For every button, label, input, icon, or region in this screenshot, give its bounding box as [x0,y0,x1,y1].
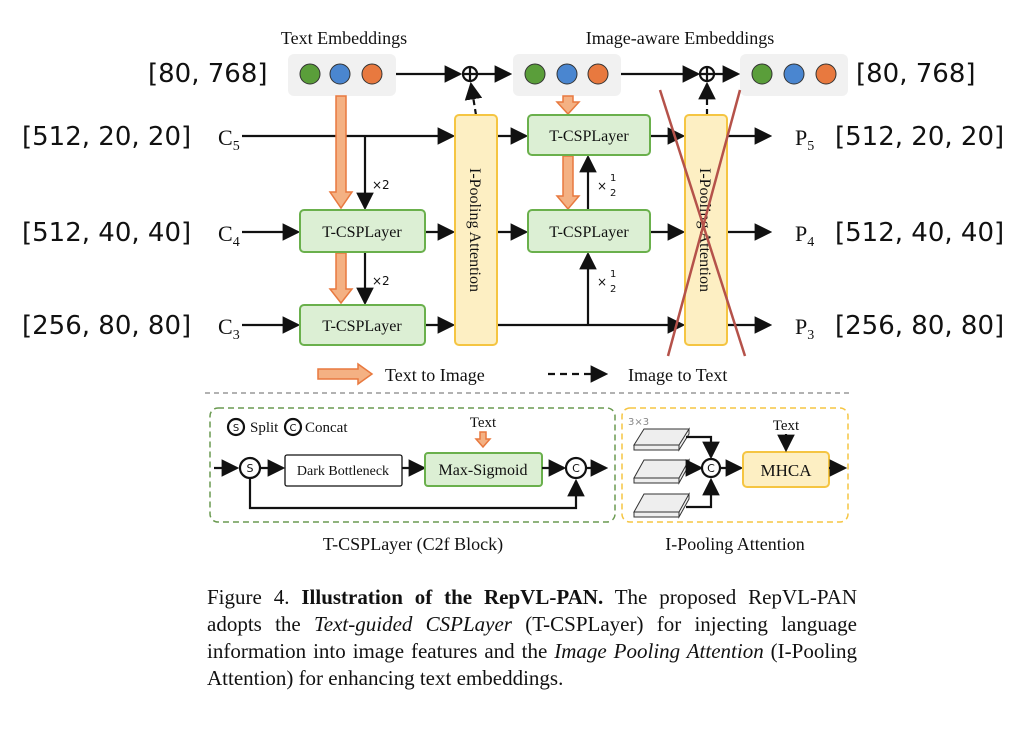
text-to-image-arrow [555,155,581,211]
split-legend: Split [250,420,279,436]
embedding-dot [815,63,837,85]
dark-bottleneck-block [284,454,403,487]
kernel-label: 3×3 [628,417,649,428]
svg-text:S: S [233,423,239,434]
embedding-dot [524,63,546,85]
text-to-image-arrow [328,95,354,210]
svg-text:2: 2 [610,188,616,199]
in-label: C4 [218,221,240,250]
svg-text:S: S [247,462,254,475]
embedding-dot [361,63,383,85]
i-pooling-detail [621,407,849,523]
embedding-dot [556,63,578,85]
svg-text:T-CSPLayer: T-CSPLayer [322,318,402,335]
text-embeddings-label: Text Embeddings [281,28,407,48]
add-icon [461,65,479,83]
out-label: P5 [795,125,814,154]
i-pooling-title: I-Pooling Attention [665,534,805,554]
svg-text:T-CSPLayer: T-CSPLayer [549,128,629,145]
embedding-dot [329,63,351,85]
repeat-half: ×1 2 [597,173,616,199]
t-csplayer-p5: T-CSPLayer [527,114,651,156]
embedding-dot [587,63,609,85]
embedding-dot [299,63,321,85]
in-shape: [512, 20, 20] [22,122,191,152]
in-label: C3 [218,314,240,343]
in-shape: [512, 40, 40] [22,218,191,248]
t-csplayer-p4: T-CSPLayer [527,209,651,253]
max-sigmoid-block [424,452,543,487]
repeat-half: ×1 2 [597,269,616,295]
svg-text:×: × [597,179,607,193]
text-input-label: Text [470,415,497,431]
svg-text:T-CSPLayer: T-CSPLayer [322,224,402,241]
t-csplayer-title: T-CSPLayer (C2f Block) [323,534,503,555]
repeat-x2: ×2 [372,274,390,288]
text-input-label: Text [773,418,800,434]
out-label: P3 [795,314,814,343]
embedding-dot [783,63,805,85]
figure-caption: Figure 4. Illustration of the RepVL-PAN.… [207,585,858,690]
t-csplayer-c3: T-CSPLayer [299,304,426,346]
svg-text:×: × [597,275,607,289]
svg-text:Max-Sigmoid: Max-Sigmoid [439,462,528,479]
embedding-dot [751,63,773,85]
svg-text:Dark Bottleneck: Dark Bottleneck [297,464,389,479]
svg-text:1: 1 [610,173,616,184]
svg-text:MHCA: MHCA [760,461,812,480]
in-shape: [256, 80, 80] [22,311,191,341]
legend-image-to-text: Image to Text [628,365,727,385]
svg-text:C: C [707,462,715,475]
out-shape: [512, 20, 20] [835,122,1004,152]
out-shape: [512, 40, 40] [835,218,1004,248]
out-label: P4 [795,221,814,250]
out-shape: [256, 80, 80] [835,311,1004,341]
svg-text:C: C [572,462,580,475]
svg-text:C: C [290,423,297,434]
repeat-x2: ×2 [372,178,390,192]
text-to-image-arrow [328,252,354,305]
shape-right: [80, 768] [856,59,976,89]
add-icon [698,65,716,83]
legend-orange-arrow [317,362,374,386]
svg-text:T-CSPLayer: T-CSPLayer [549,224,629,241]
image-aware-label: Image-aware Embeddings [586,28,774,48]
svg-text:I-Pooling Attention: I-Pooling Attention [466,168,483,292]
i-pooling-attention-1: I-Pooling Attention [454,114,498,346]
pooled-features [633,427,690,519]
concat-legend: Concat [305,420,348,436]
svg-text:1: 1 [610,269,616,280]
text-to-image-arrow [555,95,581,116]
removed-cross [658,89,747,357]
shape-left: [80, 768] [148,59,268,89]
legend-text-to-image: Text to Image [385,365,485,385]
t-csplayer-c4: T-CSPLayer [299,209,426,253]
embedding-boxes [288,54,848,96]
t-csplayer-detail [209,407,616,523]
svg-text:2: 2 [610,284,616,295]
in-label: C5 [218,125,240,154]
